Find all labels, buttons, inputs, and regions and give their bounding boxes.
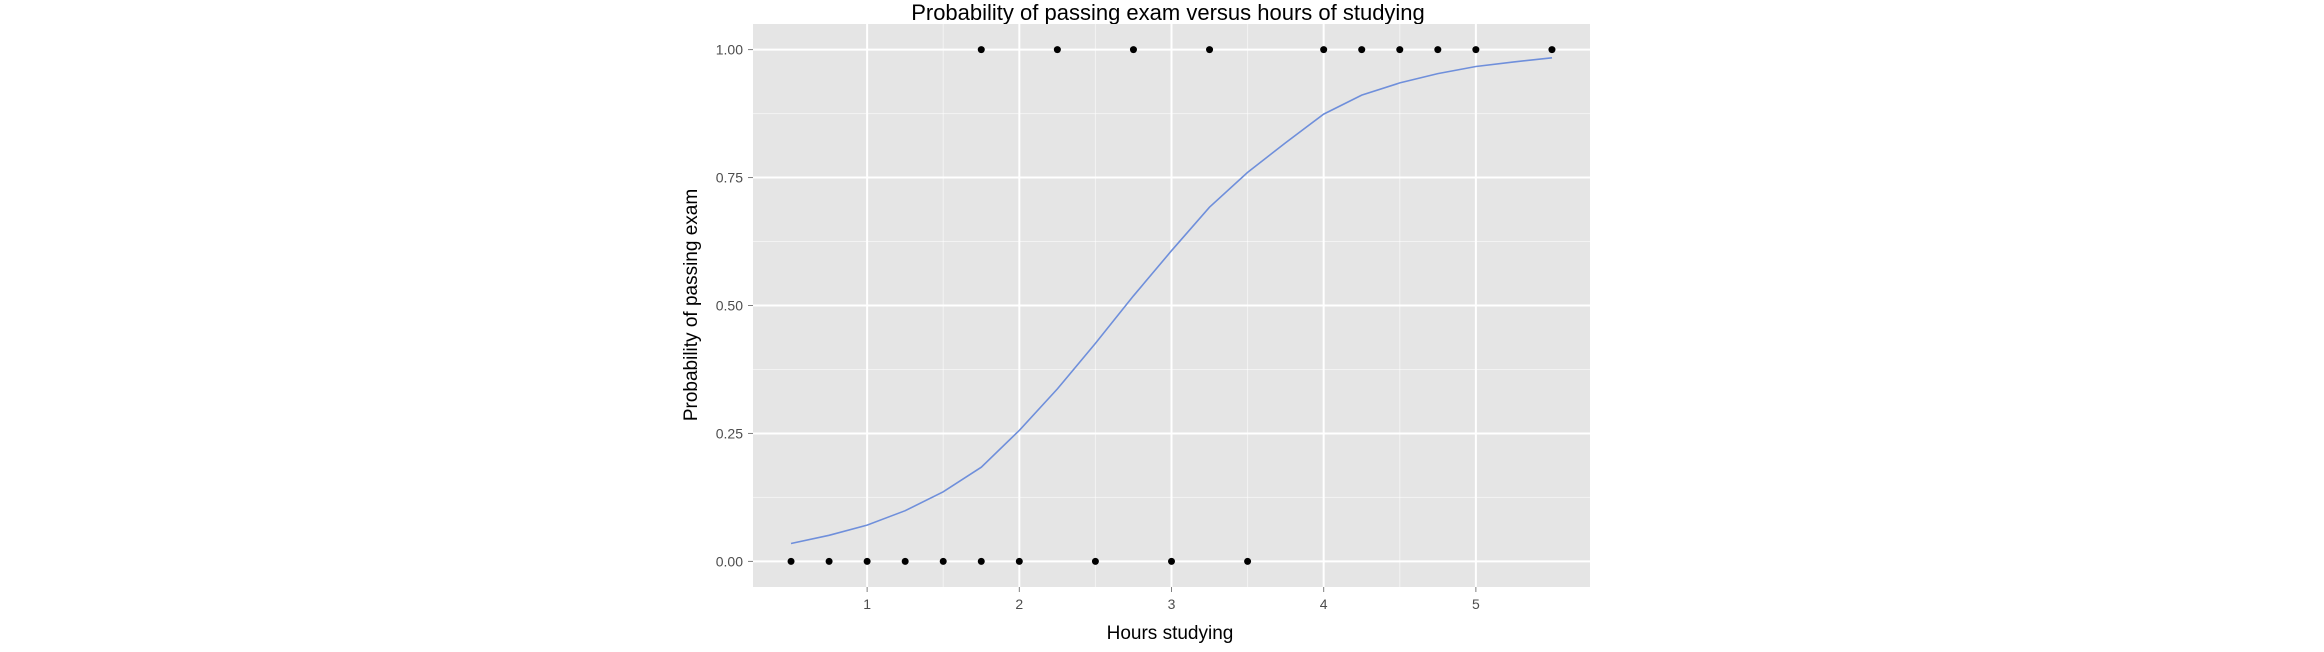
data-point: [1396, 46, 1404, 54]
data-point: [1434, 46, 1442, 54]
data-point: [1548, 46, 1556, 54]
data-point: [787, 557, 795, 565]
data-points: [787, 46, 1556, 565]
y-tick-label: 0.25: [716, 425, 743, 441]
data-point: [939, 557, 947, 565]
y-tick-label: 0.75: [716, 170, 743, 186]
x-tick-label: 5: [1472, 596, 1480, 612]
x-tick-label: 4: [1320, 596, 1328, 612]
y-axis-label: Probability of passing exam: [681, 189, 702, 421]
data-point: [1129, 46, 1137, 54]
data-point: [863, 557, 871, 565]
data-point: [1053, 46, 1061, 54]
data-point: [1206, 46, 1214, 54]
y-tick-label: 0.50: [716, 298, 743, 314]
data-point: [825, 557, 833, 565]
data-point: [977, 557, 985, 565]
y-tick-label: 1.00: [716, 42, 743, 58]
data-point: [1015, 557, 1023, 565]
data-point: [1320, 46, 1328, 54]
data-point: [901, 557, 909, 565]
x-tick-label: 3: [1168, 596, 1176, 612]
axis-ticks: 1 2 3 4 5 0.00 0.25 0.50 0.75 1.00: [716, 42, 1480, 612]
fitted-probability-curve: [790, 57, 1553, 545]
chart-title: Probability of passing exam versus hours…: [911, 0, 1425, 25]
data-point: [1244, 557, 1252, 565]
data-point: [1472, 46, 1480, 54]
fitted-curve-group: [790, 57, 1553, 545]
data-point: [1168, 557, 1175, 565]
data-point: [1358, 46, 1366, 54]
data-point: [977, 46, 985, 54]
y-tick-label: 0.00: [716, 553, 743, 569]
data-point: [1091, 557, 1099, 565]
x-tick-label: 1: [863, 596, 871, 612]
x-axis-label: Hours studying: [1107, 623, 1234, 644]
x-tick-label: 2: [1015, 596, 1023, 612]
